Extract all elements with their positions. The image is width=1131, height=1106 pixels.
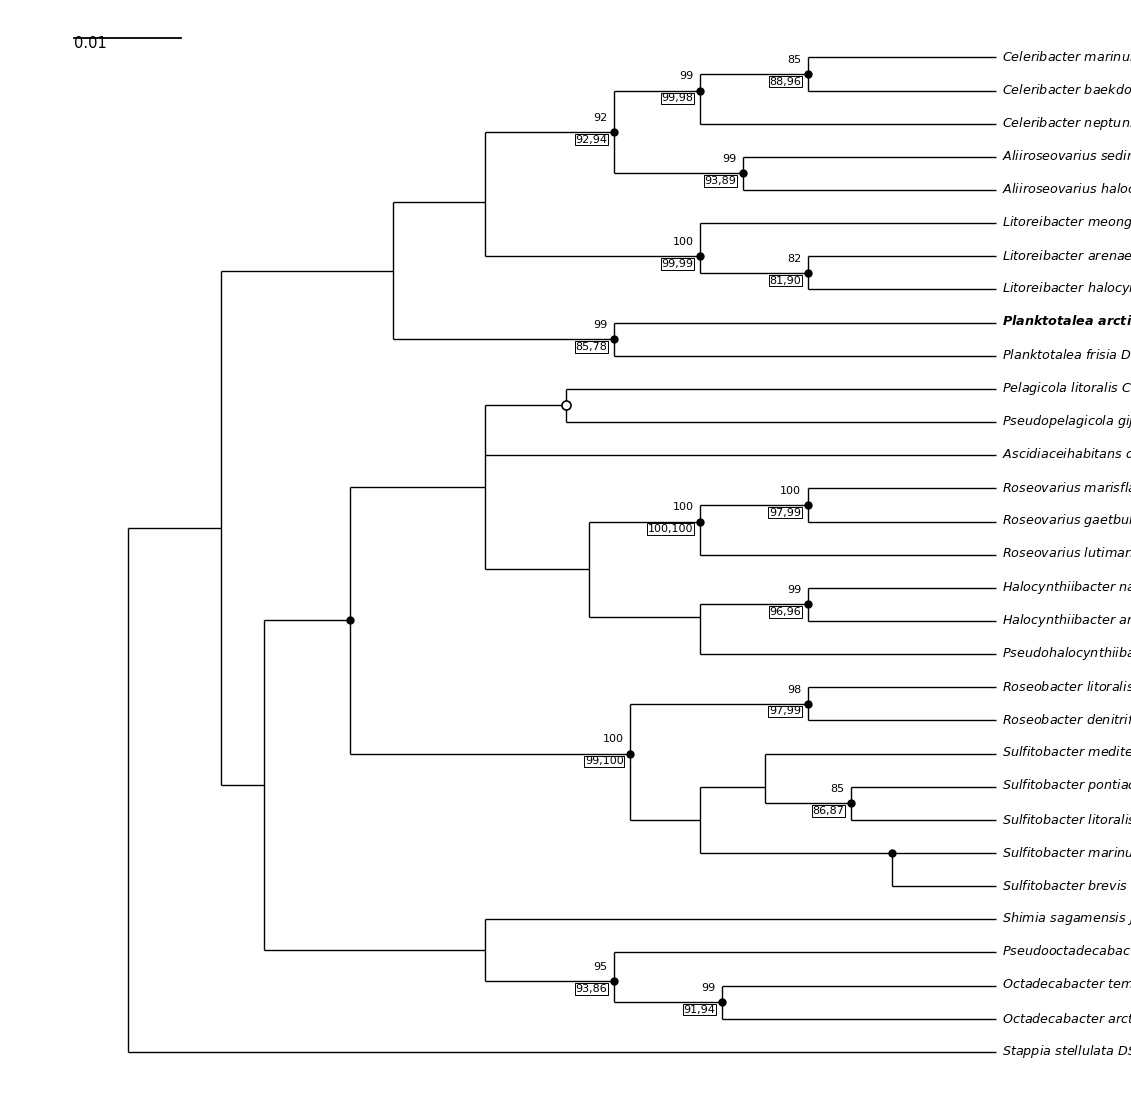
Text: Aliiroseovarius sediminilitoris M-M10$^T$ (JQ739459): Aliiroseovarius sediminilitoris M-M10$^T… xyxy=(1002,147,1131,167)
Text: 99: 99 xyxy=(680,71,693,82)
Text: 91,94: 91,94 xyxy=(683,1004,715,1015)
Text: Litoreibacter halocynthiae DSM 29467$^T$ (JX644172): Litoreibacter halocynthiae DSM 29467$^T$… xyxy=(1002,280,1131,300)
Text: 98: 98 xyxy=(787,685,801,695)
Text: Roseovarius lutimaris DSM 28463$^T$ (JF714703): Roseovarius lutimaris DSM 28463$^T$ (JF7… xyxy=(1002,545,1131,564)
Text: 81,90: 81,90 xyxy=(769,275,801,285)
Text: Sulfitobacter pontiacus DSM 10014$^T$ (Y13155): Sulfitobacter pontiacus DSM 10014$^T$ (Y… xyxy=(1002,776,1131,796)
Text: 99,99: 99,99 xyxy=(662,259,693,269)
Text: Celeribacter marinus DSM 100036$^T$ (KF146343): Celeribacter marinus DSM 100036$^T$ (KF1… xyxy=(1002,49,1131,66)
Text: 97,99: 97,99 xyxy=(769,707,801,717)
Text: 93,89: 93,89 xyxy=(705,176,736,186)
Text: Pelagicola litoralis CL-ES2$^T$ (EF192392): Pelagicola litoralis CL-ES2$^T$ (EF19239… xyxy=(1002,379,1131,399)
Text: Shimia sagamensis JAMH 011$^T$ (LC008540): Shimia sagamensis JAMH 011$^T$ (LC008540… xyxy=(1002,909,1131,929)
Text: Roseovarius marisflavi DSM 29327$^T$ (KC900366): Roseovarius marisflavi DSM 29327$^T$ (KC… xyxy=(1002,480,1131,498)
Text: 100: 100 xyxy=(780,486,801,495)
Text: Sulfitobacter brevis DSM 11443$^T$ (Y16425): Sulfitobacter brevis DSM 11443$^T$ (Y164… xyxy=(1002,877,1131,895)
Text: Octadecabacter arcticus 238$^T$ (ABSK01000033): Octadecabacter arcticus 238$^T$ (ABSK010… xyxy=(1002,1010,1131,1027)
Text: 99: 99 xyxy=(723,154,736,164)
Text: Aliiroseovarius halocynthiae MA1-10$^T$ (HQ852039): Aliiroseovarius halocynthiae MA1-10$^T$ … xyxy=(1002,180,1131,200)
Text: Sulfitobacter mediterraneus KCTC 32188$^T$ (JASH01000023): Sulfitobacter mediterraneus KCTC 32188$^… xyxy=(1002,743,1131,763)
Text: 85: 85 xyxy=(830,784,844,794)
Text: Celeribacter baekdonensis DSM 27375$^T$ (HM997022): Celeribacter baekdonensis DSM 27375$^T$ … xyxy=(1002,82,1131,100)
Text: 99,100: 99,100 xyxy=(585,757,623,766)
Text: Roseobacter litoralis Och 149$^T$ (CP002623): Roseobacter litoralis Och 149$^T$ (CP002… xyxy=(1002,678,1131,696)
Text: Halocynthiibacter arcticus PAMC 20958$^T$ (JWIE01000063): Halocynthiibacter arcticus PAMC 20958$^T… xyxy=(1002,612,1131,630)
Text: Planktotalea frisia DSM 23709$^T$ (FJ882052): Planktotalea frisia DSM 23709$^T$ (FJ882… xyxy=(1002,346,1131,366)
Text: 95: 95 xyxy=(594,962,607,972)
Text: 99,98: 99,98 xyxy=(662,93,693,103)
Text: 85,78: 85,78 xyxy=(576,342,607,352)
Text: Pseudooctadecabacter jejudonensis SSK2-1$^T$ (KF515220): Pseudooctadecabacter jejudonensis SSK2-1… xyxy=(1002,942,1131,962)
Text: 99: 99 xyxy=(787,585,801,595)
Text: 97,99: 97,99 xyxy=(769,508,801,518)
Text: Pseudopelagicola gijangensis DSM 100564$^T$ (KF977839): Pseudopelagicola gijangensis DSM 100564$… xyxy=(1002,413,1131,431)
Text: Pseudohalocynthiibacter aestuariivivens W9$^T$ (KM882610): Pseudohalocynthiibacter aestuariivivens … xyxy=(1002,645,1131,664)
Text: 88,96: 88,96 xyxy=(769,76,801,86)
Text: 0.01: 0.01 xyxy=(74,35,106,51)
Text: 100: 100 xyxy=(673,502,693,512)
Text: 86,87: 86,87 xyxy=(812,806,844,816)
Text: Halocynthiibacter namhaensis RA2-3$^T$ (JWIF01000056): Halocynthiibacter namhaensis RA2-3$^T$ (… xyxy=(1002,578,1131,597)
Text: Roseobacter denitrificans OCh 114$^T$ (CP000362): Roseobacter denitrificans OCh 114$^T$ (C… xyxy=(1002,711,1131,729)
Text: Litoreibacter meonggei DSM 29466$^T$ (JN021667): Litoreibacter meonggei DSM 29466$^T$ (JN… xyxy=(1002,213,1131,233)
Text: Octadecabacter temperatus DSM 26878$^T$ ( KF836544): Octadecabacter temperatus DSM 26878$^T$ … xyxy=(1002,975,1131,995)
Text: Sulfitobacter litoralis DSM 17584$^T$ (DQ097527): Sulfitobacter litoralis DSM 17584$^T$ (D… xyxy=(1002,811,1131,828)
Text: 92,94: 92,94 xyxy=(576,135,607,145)
Text: 82: 82 xyxy=(787,253,801,263)
Text: 92: 92 xyxy=(594,113,607,123)
Text: Celeribacter neptunius DSM 26471$^T$ (FJ535354): Celeribacter neptunius DSM 26471$^T$ (FJ… xyxy=(1002,114,1131,134)
Text: 85: 85 xyxy=(787,55,801,65)
Text: Litoreibacter arenae DSM 19593$^T$ (KE557314): Litoreibacter arenae DSM 19593$^T$ (KE55… xyxy=(1002,248,1131,265)
Text: 100,100: 100,100 xyxy=(648,524,693,534)
Text: 93,86: 93,86 xyxy=(576,984,607,994)
Text: Sulfitobacter marinus DSM 23422$^T$ (DQ683726): Sulfitobacter marinus DSM 23422$^T$ (DQ6… xyxy=(1002,844,1131,862)
Text: 100: 100 xyxy=(673,237,693,247)
Text: 99: 99 xyxy=(701,983,715,993)
Text: Planktotalea arctica IMCC9565$^T$ (KJ160495): Planktotalea arctica IMCC9565$^T$ (KJ160… xyxy=(1002,313,1131,333)
Text: 99: 99 xyxy=(594,320,607,330)
Text: Ascidiaceihabitans donghaensis RSS1-M3$^T$ (KJ729028): Ascidiaceihabitans donghaensis RSS1-M3$^… xyxy=(1002,446,1131,465)
Text: Roseovarius gaetbuli YM-20$^T$ (KF208688): Roseovarius gaetbuli YM-20$^T$ (KF208688… xyxy=(1002,512,1131,531)
Text: 96,96: 96,96 xyxy=(769,607,801,617)
Text: Stappia stellulata DSM 5886$^T$ (AUIM01000013): Stappia stellulata DSM 5886$^T$ (AUIM010… xyxy=(1002,1042,1131,1062)
Text: 100: 100 xyxy=(603,734,623,744)
